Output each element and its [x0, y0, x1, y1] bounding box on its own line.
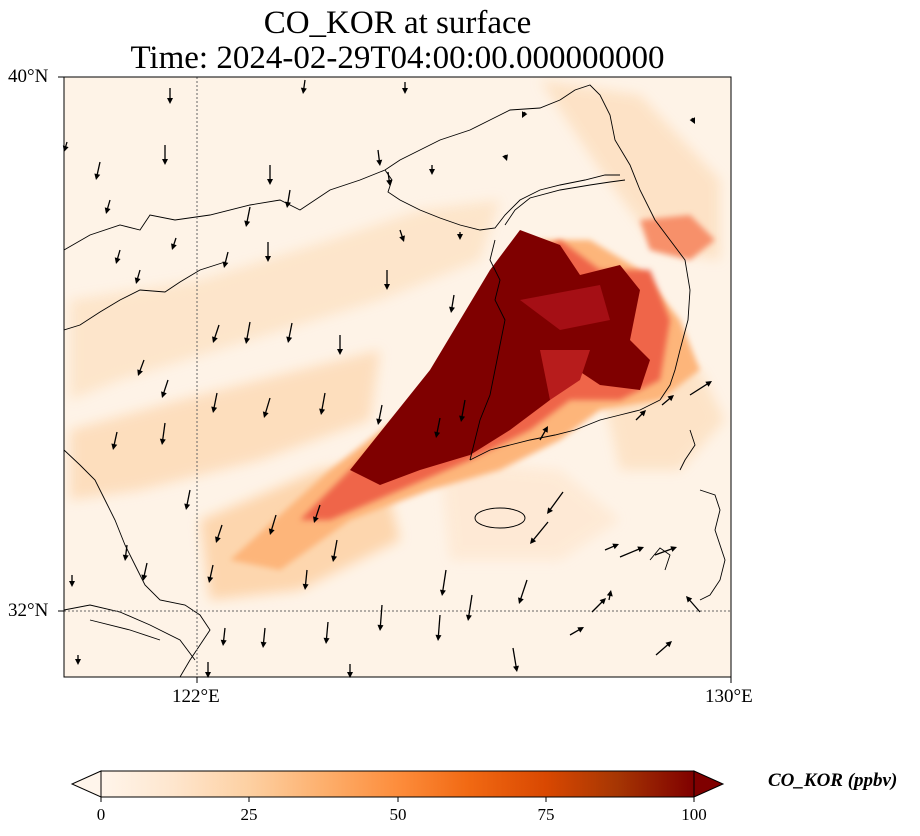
wind-arrow — [159, 422, 166, 445]
wind-arrow — [449, 294, 455, 313]
wind-arrow — [260, 627, 267, 648]
wind-arrow — [134, 269, 141, 284]
colorbar-tick-0: 0 — [96, 805, 106, 824]
wind-arrow — [222, 251, 229, 268]
wind-arrow — [402, 82, 408, 94]
wind-arrow — [604, 543, 619, 551]
wind-arrow — [518, 579, 528, 604]
colorbar-label: CO_KOR (ppbv) — [768, 770, 898, 791]
wind-arrow — [211, 392, 218, 413]
wind-arrow — [167, 88, 173, 104]
wind-arrow — [94, 161, 101, 180]
wind-arrow — [376, 149, 383, 166]
wind-arrow — [331, 539, 338, 562]
wind-arrow — [547, 491, 564, 514]
wind-arrow — [286, 322, 293, 343]
wind-arrow — [654, 546, 677, 556]
wind-arrow — [302, 569, 309, 590]
colorbar-max-extend — [693, 770, 725, 798]
wind-arrow — [220, 627, 227, 646]
wind-arrow — [300, 79, 307, 94]
wind-arrow — [689, 381, 712, 396]
wind-arrow — [141, 562, 148, 581]
colorbar-tick-100: 100 — [681, 805, 707, 824]
wind-arrow — [207, 564, 214, 583]
wind-arrow — [267, 165, 273, 185]
wind-arrow — [313, 504, 321, 523]
wind-arrow — [459, 399, 466, 422]
map-time: Time: 2024-02-29T04:00:00.000000000 — [130, 40, 665, 76]
wind-arrow — [384, 270, 390, 290]
wind-arrow — [75, 655, 81, 665]
wind-arrow — [502, 154, 508, 161]
wind-arrow — [530, 521, 549, 544]
lon-label-130e: 130°E — [705, 686, 753, 707]
wind-arrow — [184, 489, 191, 510]
wind-arrow — [205, 662, 211, 678]
wind-arrow — [512, 647, 519, 672]
colorbar-tick-50: 50 — [389, 805, 407, 824]
coastlines — [64, 84, 726, 677]
wind-arrow — [215, 524, 223, 543]
wind-arrow — [104, 199, 111, 214]
wind-arrow — [323, 621, 330, 644]
wind-arrow — [661, 395, 674, 406]
colorbar-tick-75: 75 — [537, 805, 555, 824]
wind-arrow — [244, 206, 251, 227]
wind-arrow — [244, 321, 251, 344]
wind-arrow — [111, 431, 118, 450]
wind-arrow — [522, 111, 528, 118]
wind-arrow — [171, 237, 177, 250]
wind-arrow — [606, 590, 613, 601]
wind-arrow — [569, 627, 584, 636]
wind-arrow — [635, 410, 646, 421]
wind-arrow — [161, 379, 169, 398]
wind-arrow — [539, 426, 548, 441]
colorbar-tick-25: 25 — [240, 805, 258, 824]
lon-label-122e: 122°E — [172, 686, 220, 707]
wind-arrow — [137, 359, 145, 376]
wind-arrow — [337, 335, 343, 355]
lat-label-40n: 40°N — [8, 66, 49, 87]
wind-arrow — [285, 189, 291, 208]
wind-arrow — [265, 242, 271, 262]
wind-arrow — [439, 569, 447, 596]
wind-vectors — [62, 79, 712, 678]
wind-arrow — [591, 598, 606, 613]
colorbar-min-extend — [70, 770, 102, 798]
lat-label-32n: 32°N — [8, 600, 49, 621]
wind-arrow — [429, 165, 435, 175]
wind-arrow — [377, 604, 384, 631]
wind-arrow — [268, 514, 277, 535]
colorbar-gradient — [101, 771, 694, 797]
wind-arrow — [655, 641, 672, 656]
wind-arrow — [319, 392, 326, 415]
wind-arrow — [619, 546, 644, 558]
wind-arrow — [689, 117, 695, 124]
wind-arrow — [347, 664, 353, 678]
wind-arrow — [434, 417, 441, 438]
concentration-field — [64, 77, 731, 677]
wind-arrow — [457, 232, 463, 240]
wind-arrow — [162, 145, 168, 165]
wind-arrow — [686, 596, 701, 613]
wind-arrow — [465, 594, 473, 621]
wind-arrow — [69, 575, 75, 587]
wind-arrow — [386, 171, 393, 186]
colorbar — [70, 770, 725, 802]
wind-arrow — [435, 614, 442, 641]
wind-arrow — [114, 249, 121, 264]
gridlines — [64, 77, 731, 677]
map-title: CO_KOR at surface — [263, 5, 532, 41]
wind-arrow — [262, 397, 271, 418]
wind-arrow — [399, 229, 405, 242]
wind-arrow — [376, 404, 383, 425]
wind-arrow — [122, 544, 129, 561]
map-frame — [63, 76, 732, 678]
wind-arrow — [212, 324, 220, 343]
